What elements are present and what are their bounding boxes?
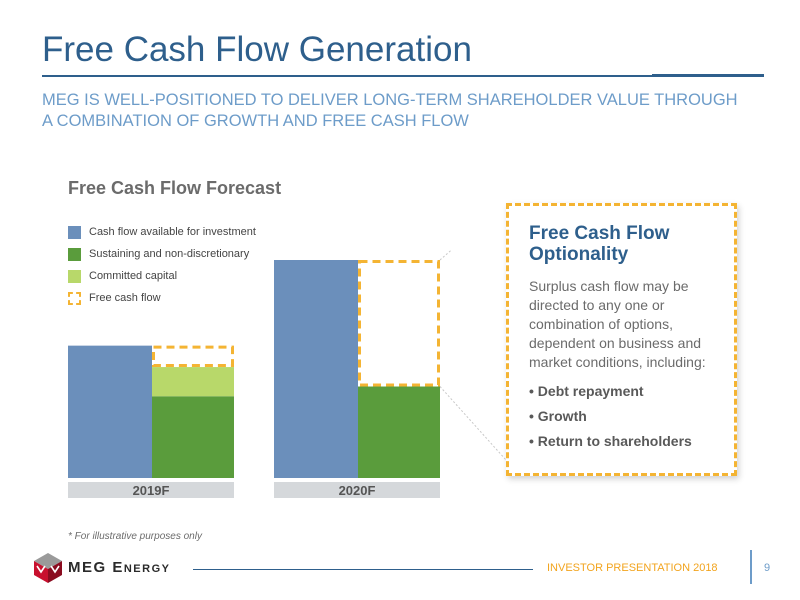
option-return-to-shareholders: • Return to shareholders bbox=[529, 433, 692, 449]
legend-item-committed-capital: Committed capital bbox=[68, 265, 256, 287]
bar-committed-capital-2019f bbox=[152, 367, 234, 397]
category-label-2020f: 2020F bbox=[339, 483, 376, 498]
chart-title: Free Cash Flow Forecast bbox=[68, 178, 282, 198]
option-debt-repayment: • Debt repayment bbox=[529, 383, 644, 399]
bar-free-cash-flow-2020f bbox=[358, 260, 440, 387]
category-label-2019f: 2019F bbox=[133, 483, 170, 498]
legend-label: Free cash flow bbox=[89, 292, 161, 304]
meg-energy-logo-icon bbox=[34, 553, 62, 583]
callout-connector-top bbox=[439, 250, 453, 261]
bar-free-cash-flow-2019f bbox=[152, 345, 234, 368]
legend-label: Committed capital bbox=[89, 270, 178, 282]
legend-item-cash-flow-available: Cash flow available for investment bbox=[68, 221, 256, 243]
callout-title: Free Cash Flow Optionality bbox=[529, 223, 670, 265]
callout-connector-bottom bbox=[439, 386, 507, 461]
callout-text: Surplus cash flow may be directed to any… bbox=[529, 278, 706, 370]
bar-sustaining-2020f bbox=[358, 386, 440, 478]
page-number: 9 bbox=[764, 562, 771, 574]
page-subtitle: MEG IS WELL-POSITIONED TO DELIVER LONG-T… bbox=[42, 91, 738, 130]
page-title: Free Cash Flow Generation bbox=[42, 30, 472, 69]
legend-label: Sustaining and non-discretionary bbox=[89, 248, 250, 260]
free-cash-flow-chart: 2019F 2020F bbox=[68, 250, 507, 498]
category-band-2020f bbox=[274, 482, 440, 498]
legend-swatch bbox=[68, 225, 81, 239]
option-growth: • Growth bbox=[529, 408, 587, 424]
category-band-2019f bbox=[68, 482, 234, 498]
title-underline-accent bbox=[652, 74, 764, 77]
legend-swatch bbox=[68, 247, 81, 261]
callout-option-list: • Debt repayment • Growth • Return to sh… bbox=[529, 379, 734, 454]
bar-sustaining-2019f bbox=[152, 396, 234, 478]
legend-label: Cash flow available for investment bbox=[89, 226, 256, 238]
legend-swatch-dashed bbox=[68, 291, 81, 305]
bar-cash-flow-available-2019f bbox=[68, 345, 152, 478]
bar-cash-flow-available-2020f bbox=[274, 260, 358, 478]
legend-item-free-cash-flow: Free cash flow bbox=[68, 287, 256, 309]
chart-legend: Cash flow available for investment Susta… bbox=[68, 221, 256, 309]
free-cash-flow-optionality-callout: Free Cash Flow Optionality Surplus cash … bbox=[506, 203, 737, 476]
legend-swatch bbox=[68, 269, 81, 283]
title-underline bbox=[42, 75, 764, 77]
legend-item-sustaining: Sustaining and non-discretionary bbox=[68, 243, 256, 265]
illustrative-footnote: * For illustrative purposes only bbox=[68, 531, 202, 542]
footer-label: INVESTOR PRESENTATION 2018 bbox=[547, 562, 718, 574]
company-name: MEG Energy bbox=[68, 559, 171, 576]
footer-divider bbox=[750, 550, 752, 584]
footer-rule bbox=[193, 569, 533, 570]
